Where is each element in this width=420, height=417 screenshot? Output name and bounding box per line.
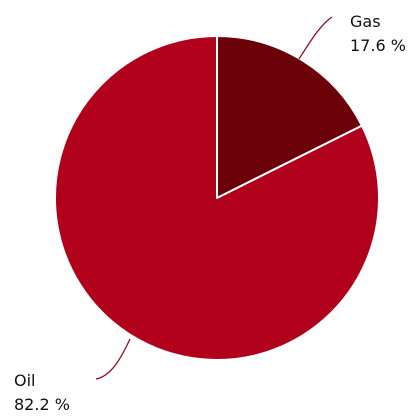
pie-slice-oil [54,35,380,361]
pie-slices [54,35,380,361]
slice-labels: Gas 17.6 % Oil 82.2 % [14,12,406,414]
slice-name-label-gas: Gas [350,12,381,31]
slice-name-label-oil: Oil [14,371,35,390]
slice-value-label-oil: 82.2 % [14,395,70,414]
pie-slice-gas [216,35,363,199]
leader-line-gas [298,16,333,60]
slice-value-label-gas: 17.6 % [350,36,406,55]
leader-lines [95,16,333,380]
leader-line-oil [95,338,131,380]
